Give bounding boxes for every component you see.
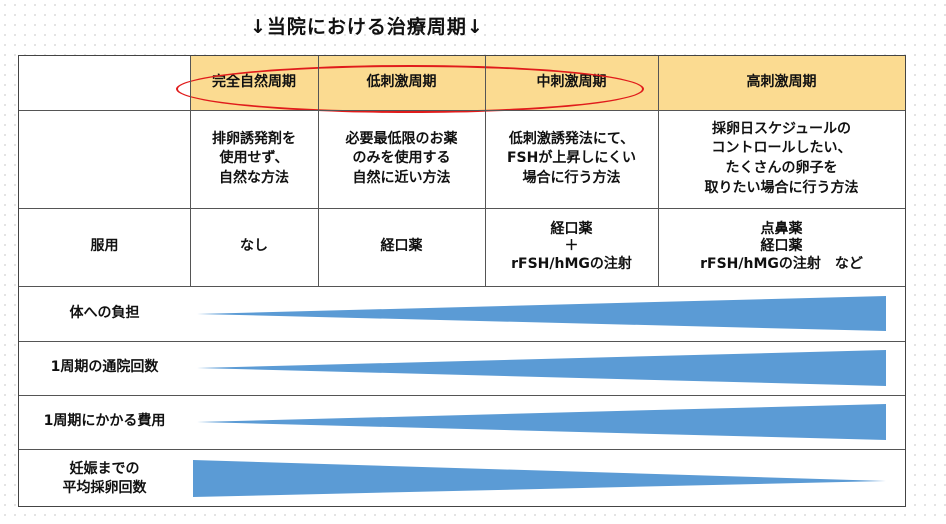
highlight-oval: [176, 65, 644, 113]
grid-line: [19, 341, 905, 342]
grid-line: [318, 56, 319, 286]
grid-line: [19, 286, 905, 287]
description-natural-cycle: 排卵誘発剤を 使用せず、 自然な方法: [212, 130, 296, 186]
page-title: ↓当院における治療周期↓: [250, 16, 484, 38]
cost-wedge: [197, 404, 886, 440]
wedge-visits-increasing: [197, 350, 886, 386]
wedge-retrievals-decreasing: [193, 460, 886, 497]
medication-high-stimulation: 点鼻薬 経口薬 rFSH/hMGの注射 など: [700, 220, 863, 272]
description-high-stimulation: 採卵日スケジュールの コントロールしたい、 たくさんの卵子を 取りたい場合に行う…: [704, 120, 859, 196]
wedge-burden-increasing: [197, 296, 886, 331]
row-label-medication: 服用: [90, 238, 119, 255]
description-low-stimulation: 必要最低限のお薬 のみを使用する 自然に近い方法: [345, 130, 458, 186]
medication-low-stimulation: 経口薬: [380, 238, 423, 255]
row-label-visits: 1周期の通院回数: [50, 359, 159, 376]
wedge-cost-increasing: [197, 404, 886, 440]
column-header-high-stimulation: 高刺激周期: [658, 56, 905, 110]
row-label-retrievals: 妊娠までの 平均採卵回数: [62, 460, 147, 496]
grid-line: [658, 56, 659, 286]
retrievals-wedge: [193, 460, 886, 497]
medication-natural-cycle: なし: [240, 238, 268, 255]
row-label-cost: 1周期にかかる費用: [43, 413, 166, 430]
description-mid-stimulation: 低刺激誘発法にて、 FSHが上昇しにくい 場合に行う方法: [506, 130, 637, 186]
grid-line: [485, 56, 486, 286]
medication-mid-stimulation: 経口薬 ＋ rFSH/hMGの注射: [511, 220, 632, 272]
row-label-burden: 体への負担: [69, 304, 140, 321]
grid-line: [19, 110, 905, 111]
grid-line: [19, 395, 905, 396]
header-corner: [19, 56, 190, 110]
treatment-cycle-table: 完全自然周期 低刺激周期 中刺激周期 高刺激周期 排卵誘発剤を 使用せず、 自然…: [18, 55, 906, 507]
grid-line: [19, 208, 905, 209]
grid-line: [190, 56, 191, 286]
visits-wedge: [197, 350, 886, 386]
grid-line: [19, 449, 905, 450]
burden-wedge: [197, 296, 886, 331]
